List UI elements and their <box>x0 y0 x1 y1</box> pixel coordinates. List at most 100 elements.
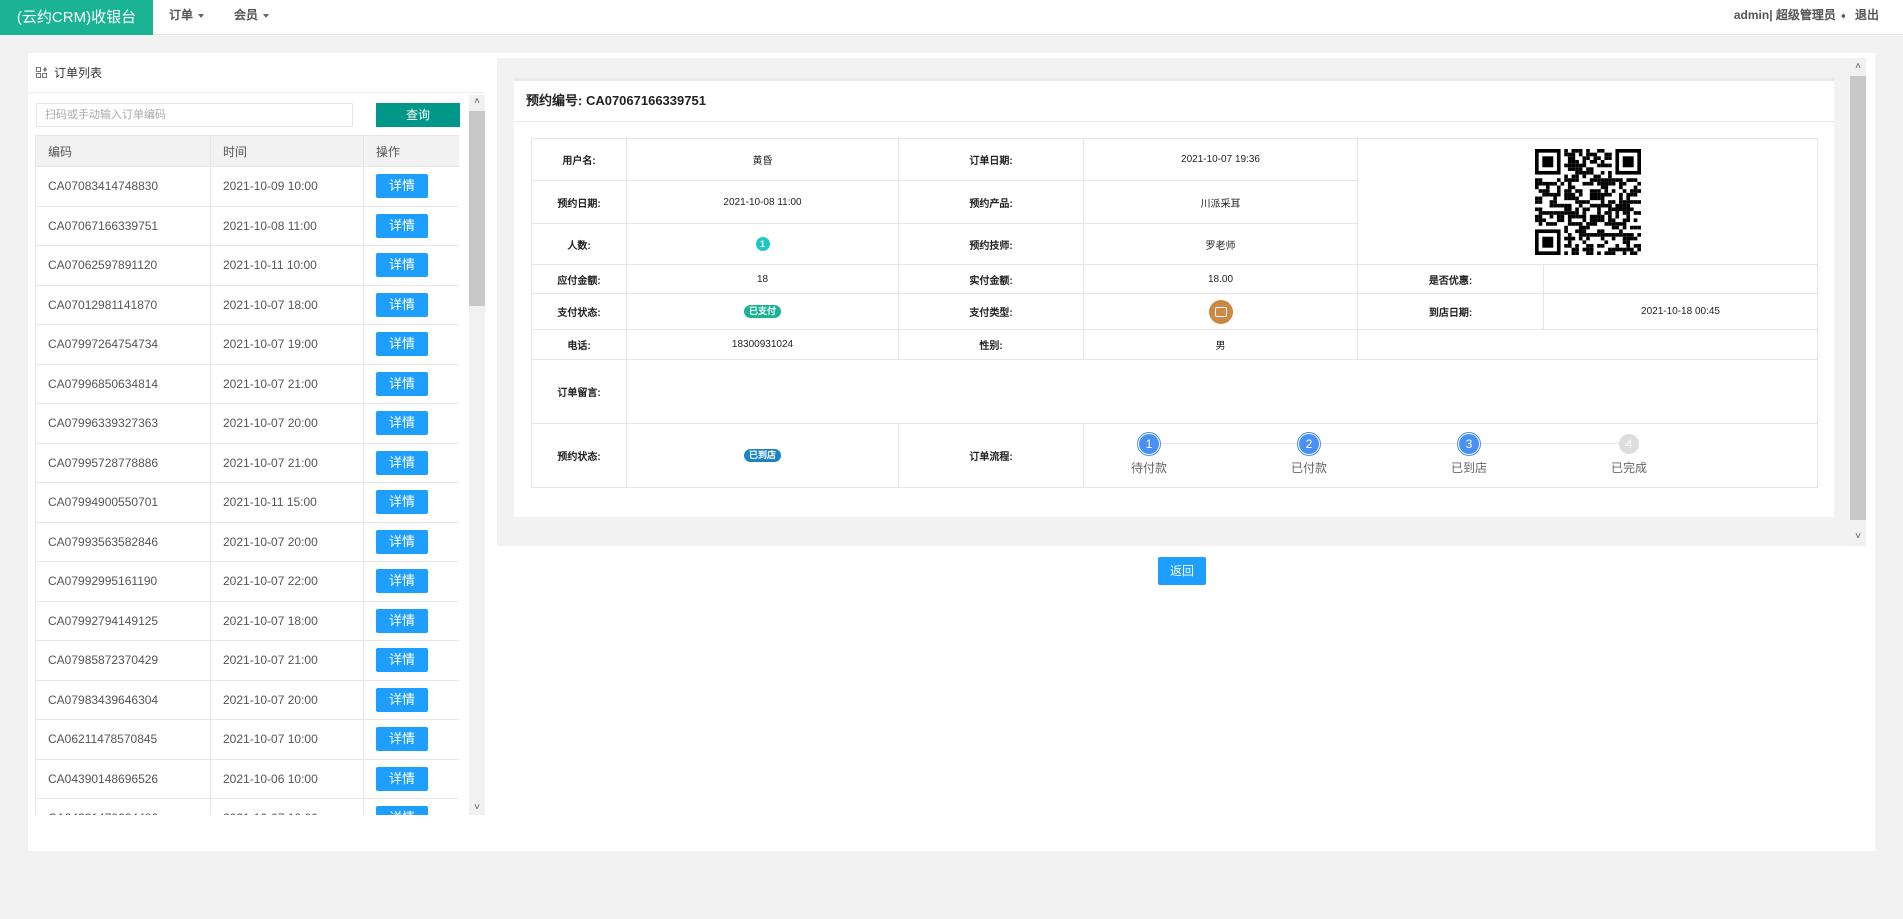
detail-button[interactable]: 详情 <box>376 766 428 791</box>
order-time: 2021-10-06 10:00 <box>210 758 364 799</box>
step-number: 3 <box>1459 434 1479 454</box>
back-button[interactable]: 返回 <box>1158 557 1206 585</box>
value-tech: 罗老师 <box>1083 223 1358 265</box>
action-cell: 详情 <box>363 521 459 562</box>
detail-button[interactable]: 详情 <box>376 174 428 199</box>
scroll-up-icon[interactable]: ˄ <box>474 96 480 107</box>
order-list-header: 订单列表 <box>28 53 486 93</box>
order-time: 2021-10-07 18:00 <box>210 600 364 641</box>
col-action: 操作 <box>363 135 459 167</box>
table-row[interactable]: CA07993563582846 2021-10-07 20:00 详情 <box>35 521 459 562</box>
scrollbar-thumb[interactable] <box>469 111 485 306</box>
order-list-title: 订单列表 <box>54 66 103 80</box>
order-time: 2021-10-07 10:00 <box>210 798 364 815</box>
table-row[interactable]: CA07995728778886 2021-10-07 21:00 详情 <box>35 442 459 483</box>
detail-button[interactable]: 详情 <box>376 490 428 515</box>
action-cell: 详情 <box>363 205 459 246</box>
step-label: 已付款 <box>1290 461 1327 475</box>
table-row[interactable]: CA07985872370429 2021-10-07 21:00 详情 <box>35 640 459 681</box>
detail-button[interactable]: 详情 <box>376 529 428 554</box>
table-row[interactable]: CA043314796344862021-10-07 10:00 详情 <box>35 798 459 815</box>
table-row[interactable]: CA07997264754734 2021-10-07 19:00 详情 <box>35 324 459 365</box>
detail-button[interactable]: 详情 <box>376 687 428 712</box>
label-appt-date: 预约日期: <box>531 180 627 224</box>
action-cell: 详情 <box>363 363 459 404</box>
appointment-number: 预约编号: CA07067166339751 <box>514 81 1834 122</box>
order-time: 2021-10-09 10:00 <box>210 166 364 207</box>
logout-link[interactable]: 退出 <box>1854 8 1879 22</box>
empty-cell <box>1357 329 1818 360</box>
people-badge: 1 <box>755 237 770 251</box>
order-code: CA07996339327363 <box>35 403 211 444</box>
label-flow: 订单流程: <box>898 423 1084 488</box>
table-row[interactable]: CA07062597891120 2021-10-11 10:00 详情 <box>35 245 459 286</box>
order-time: 2021-10-11 10:00 <box>210 245 364 286</box>
detail-button[interactable]: 详情 <box>376 569 428 594</box>
detail-button[interactable]: 详情 <box>376 332 428 357</box>
query-button[interactable]: 查询 <box>376 103 460 127</box>
label-appt-status: 预约状态: <box>531 423 627 488</box>
menu-members[interactable]: 会员 <box>234 0 270 35</box>
detail-scrollbar[interactable]: ˄ ˅ <box>1850 58 1866 546</box>
action-cell: 详情 <box>363 600 459 641</box>
order-code: CA06211478570845 <box>35 719 211 760</box>
top-navbar: (云约CRM)收银台 订单 会员 admin| 超级管理员 ➧ 退出 <box>0 0 1903 35</box>
table-row[interactable]: CA07067166339751 2021-10-08 11:00 详情 <box>35 205 459 246</box>
order-table-wrap: 编码 时间 操作 CA07083414748830 2021-10-09 10:0… <box>35 135 459 815</box>
detail-button[interactable]: 详情 <box>376 411 428 436</box>
table-row[interactable]: CA06211478570845 2021-10-07 10:00 详情 <box>35 719 459 760</box>
scroll-up-icon[interactable]: ˄ <box>1855 61 1861 72</box>
order-flow-cell: 1 待付款 2 已付款 3 已到店 4 已完成 <box>1083 423 1818 488</box>
flow-step: 3 已到店 <box>1439 434 1499 476</box>
flow-step: 4 已完成 <box>1599 434 1659 476</box>
brand-logo[interactable]: (云约CRM)收银台 <box>0 0 153 35</box>
detail-button[interactable]: 详情 <box>376 213 428 238</box>
scroll-down-icon[interactable]: ˅ <box>474 802 480 813</box>
table-row[interactable]: CA07994900550701 2021-10-11 15:00 详情 <box>35 482 459 523</box>
action-cell: 详情 <box>363 403 459 444</box>
scroll-down-icon[interactable]: ˅ <box>1855 531 1861 542</box>
logout-icon[interactable]: ➧ <box>1839 11 1848 22</box>
order-table: 编码 时间 操作 CA07083414748830 2021-10-09 10:0… <box>35 135 459 815</box>
value-message <box>626 359 1818 424</box>
table-row[interactable]: CA07012981141870 2021-10-07 18:00 详情 <box>35 284 459 325</box>
order-time: 2021-10-07 21:00 <box>210 442 364 483</box>
step-label: 待付款 <box>1130 461 1167 475</box>
detail-button[interactable]: 详情 <box>376 727 428 752</box>
detail-button[interactable]: 详情 <box>376 608 428 633</box>
list-scrollbar[interactable]: ˄ ˅ <box>469 95 485 815</box>
step-number: 1 <box>1139 434 1159 454</box>
label-pay-status: 支付状态: <box>531 293 627 330</box>
action-cell: 详情 <box>363 679 459 720</box>
caret-down-icon <box>263 13 270 18</box>
table-row[interactable]: CA07992995161190 2021-10-07 22:00 详情 <box>35 561 459 602</box>
detail-button[interactable]: 详情 <box>376 806 428 815</box>
detail-button[interactable]: 详情 <box>376 371 428 396</box>
table-row[interactable]: CA07996850634814 2021-10-07 21:00 详情 <box>35 363 459 404</box>
order-time: 2021-10-07 21:00 <box>210 640 364 681</box>
step-label: 已到店 <box>1450 461 1487 475</box>
table-row[interactable]: CA07996339327363 2021-10-07 20:00 详情 <box>35 403 459 444</box>
action-cell: 详情 <box>363 758 459 799</box>
pay-status-badge: 已支付 <box>743 305 781 318</box>
label-arrive-date: 到店日期: <box>1357 293 1544 330</box>
action-cell: 详情 <box>363 166 459 207</box>
detail-button[interactable]: 详情 <box>376 253 428 278</box>
table-row[interactable]: CA04390148696526 2021-10-06 10:00 详情 <box>35 758 459 799</box>
scrollbar-thumb[interactable] <box>1850 76 1866 520</box>
menu-orders[interactable]: 订单 <box>169 0 205 35</box>
search-input[interactable]: 扫码或手动输入订单编码 <box>36 103 353 127</box>
order-code: CA07083414748830 <box>35 166 211 207</box>
order-time: 2021-10-07 10:00 <box>210 719 364 760</box>
detail-button[interactable]: 详情 <box>376 450 428 475</box>
order-time: 2021-10-07 18:00 <box>210 284 364 325</box>
detail-button[interactable]: 详情 <box>376 292 428 317</box>
order-time: 2021-10-08 11:00 <box>210 205 364 246</box>
table-row[interactable]: CA07083414748830 2021-10-09 10:00 详情 <box>35 166 459 207</box>
value-due: 18 <box>626 264 899 294</box>
table-row[interactable]: CA07992794149125 2021-10-07 18:00 详情 <box>35 600 459 641</box>
table-row[interactable]: CA07983439646304 2021-10-07 20:00 详情 <box>35 679 459 720</box>
order-code: CA07985872370429 <box>35 640 211 681</box>
step-number: 4 <box>1619 434 1639 454</box>
detail-button[interactable]: 详情 <box>376 648 428 673</box>
